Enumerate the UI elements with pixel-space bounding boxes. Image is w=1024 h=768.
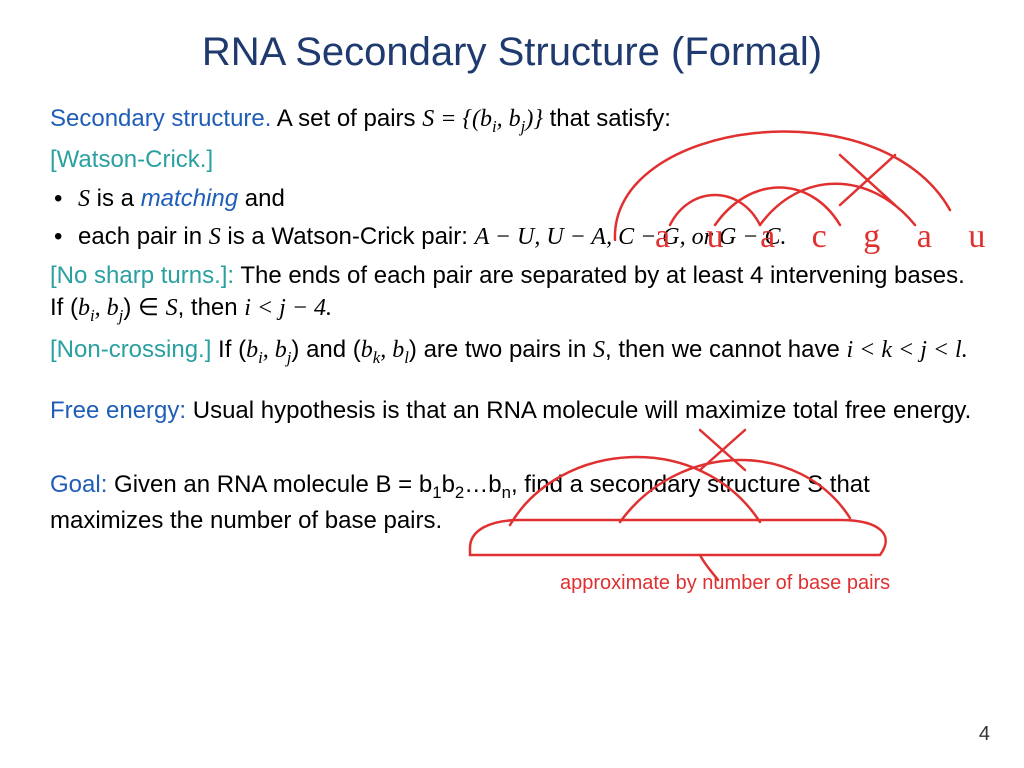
math: S = {(bi, bj)} [422, 106, 543, 132]
secondary-structure-line: Secondary structure. A set of pairs S = … [50, 103, 974, 138]
text: A set of pairs [271, 105, 422, 132]
goal-line: Goal: Given an RNA molecule B = b1b2…bn,… [50, 469, 974, 537]
handwritten-sequence: a u a c g a u [655, 218, 999, 256]
bullet-matching: S is a matching and [50, 183, 974, 215]
no-sharp-turns-line: [No sharp turns.]: The ends of each pair… [50, 260, 974, 328]
secondary-structure-label: Secondary structure. [50, 105, 271, 132]
free-energy-label: Free energy: [50, 397, 186, 424]
page-number: 4 [979, 723, 990, 746]
watson-crick-label: [Watson-Crick.] [50, 144, 974, 176]
non-crossing-label: [Non-crossing.] [50, 336, 211, 363]
no-sharp-label: [No sharp turns.]: [50, 262, 234, 289]
non-crossing-line: [Non-crossing.] If (bi, bj) and (bk, bl)… [50, 334, 974, 369]
free-energy-line: Free energy: Usual hypothesis is that an… [50, 395, 974, 427]
approximate-caption: approximate by number of base pairs [560, 572, 890, 595]
slide-title: RNA Secondary Structure (Formal) [50, 30, 974, 75]
slide-body: Secondary structure. A set of pairs S = … [50, 103, 974, 537]
slide: RNA Secondary Structure (Formal) Seconda… [0, 0, 1024, 768]
text: that satisfy: [543, 105, 671, 132]
goal-label: Goal: [50, 471, 107, 498]
